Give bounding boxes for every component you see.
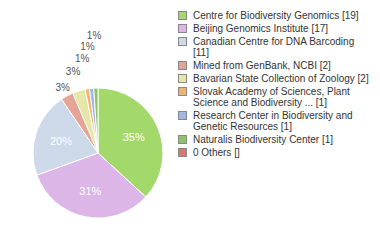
svg-text:1%: 1% — [75, 53, 90, 64]
html-text:Beijing Genomics Institute [17: Beijing Genomics Institute [17] — [193, 23, 329, 34]
svg-text:20%: 20% — [50, 135, 72, 147]
svg-text:3%: 3% — [56, 82, 71, 93]
html-text:Slovak Academy of Sciences, Pl: Slovak Academy of Sciences, Plant Scienc… — [193, 86, 350, 108]
html-text:Mined from GenBank, NCBI [2]: Mined from GenBank, NCBI [2] — [193, 60, 331, 71]
svg-text:1%: 1% — [80, 41, 95, 52]
html-text:Canadian Centre for DNA Barcod: Canadian Centre for DNA Barcoding [11] — [193, 36, 355, 58]
html-text:0 Others []: 0 Others [] — [193, 147, 240, 158]
html-text:Bavarian State Collection of Z: Bavarian State Collection of Zoology [2] — [193, 73, 369, 84]
svg-text:1%: 1% — [87, 30, 102, 41]
html-text:Naturalis Biodiversity Center: Naturalis Biodiversity Center [1] — [193, 134, 334, 145]
svg-text:31%: 31% — [79, 185, 101, 197]
svg-text:35%: 35% — [123, 131, 145, 143]
html-text:Centre for Biodiversity Genomi: Centre for Biodiversity Genomics [19] — [193, 10, 359, 21]
html-text:Research Center in Biodiversit: Research Center in Biodiversity and Gene… — [193, 110, 353, 132]
svg-text:3%: 3% — [66, 66, 81, 77]
